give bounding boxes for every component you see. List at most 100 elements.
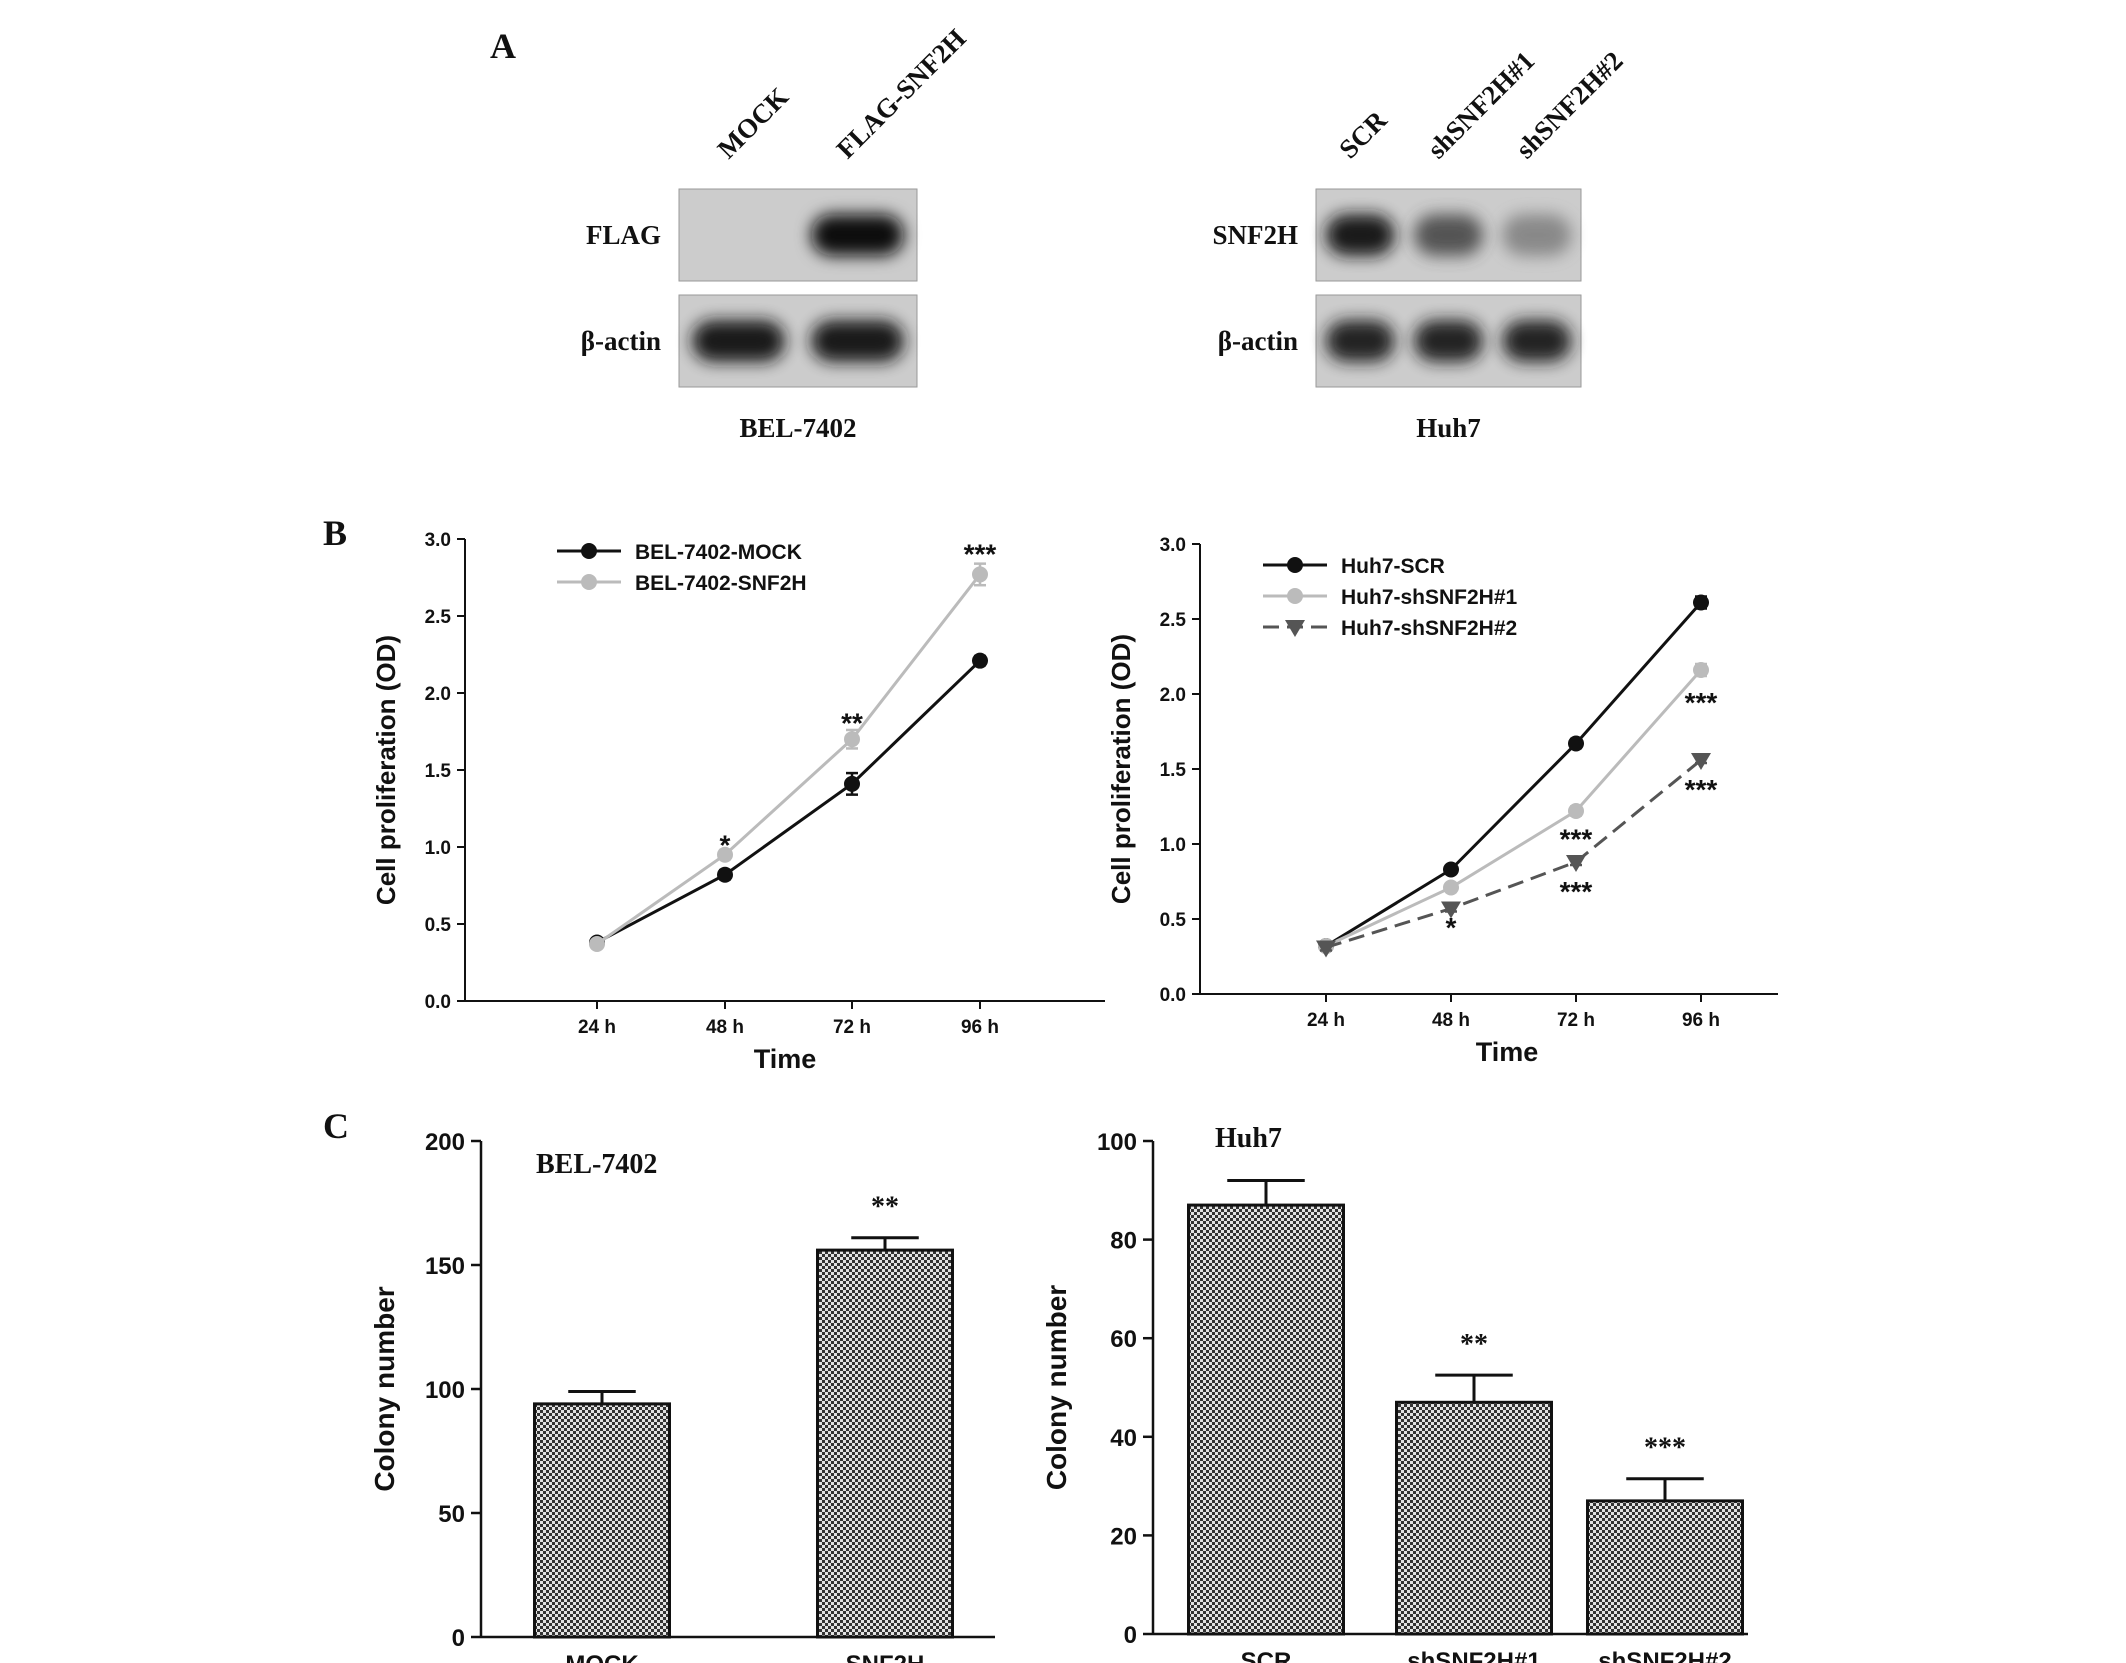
data-point bbox=[1443, 861, 1459, 878]
data-point bbox=[1566, 855, 1586, 872]
y-tick-label: 0.0 bbox=[425, 992, 451, 1013]
data-point bbox=[844, 775, 860, 792]
data-point bbox=[972, 652, 988, 669]
panel-b-label: B bbox=[323, 513, 347, 553]
data-point bbox=[581, 574, 597, 590]
y-tick-label: 100 bbox=[1097, 1129, 1137, 1156]
significance-label: * bbox=[720, 829, 731, 860]
y-tick-label: 0 bbox=[1124, 1622, 1137, 1649]
blot-band bbox=[1502, 320, 1572, 362]
y-tick-label: 2.5 bbox=[425, 607, 452, 628]
significance-label: *** bbox=[1560, 876, 1593, 907]
series-line bbox=[596, 573, 982, 946]
x-tick-label: 24 h bbox=[1307, 1010, 1345, 1031]
data-point bbox=[1691, 753, 1711, 770]
x-axis-title: Time bbox=[1476, 1037, 1539, 1067]
series-line bbox=[1325, 601, 1703, 948]
y-axis-title: Cell proliferation (OD) bbox=[371, 635, 401, 905]
legend-label: Huh7-shSNF2H#1 bbox=[1341, 586, 1518, 609]
series-line bbox=[1325, 669, 1703, 948]
y-tick-label: 200 bbox=[425, 1129, 465, 1156]
western-blot-bel7402: MOCK FLAG-SNF2H FLAG β-actin BEL-7402 bbox=[581, 23, 972, 443]
y-tick-label: 1.0 bbox=[1160, 835, 1186, 856]
x-tick-label: SCR bbox=[1241, 1648, 1292, 1663]
significance-label: *** bbox=[1644, 1433, 1686, 1464]
x-tick-label: 96 h bbox=[961, 1017, 999, 1038]
y-tick-label: 50 bbox=[438, 1501, 465, 1528]
significance-label: ** bbox=[1460, 1329, 1488, 1360]
colony-chart-bel7402: 0 50 100 150 200 Colony number BEL-7402 MOCK SNF… bbox=[369, 1129, 995, 1663]
x-tick-label: SNF2H bbox=[846, 1651, 925, 1663]
legend-label: BEL-7402-MOCK bbox=[635, 541, 802, 564]
y-tick-label: 60 bbox=[1110, 1326, 1137, 1353]
significance-label: ** bbox=[871, 1192, 899, 1223]
y-axis-title: Cell proliferation (OD) bbox=[1106, 634, 1136, 904]
bar bbox=[1586, 1499, 1744, 1636]
y-tick-label: 1.0 bbox=[425, 838, 451, 859]
legend-label: Huh7-shSNF2H#2 bbox=[1341, 617, 1517, 640]
significance-label: *** bbox=[1560, 824, 1593, 855]
bar bbox=[1187, 1203, 1345, 1636]
lane-label: FLAG-SNF2H bbox=[831, 23, 972, 164]
cell-line-label: BEL-7402 bbox=[739, 413, 856, 443]
data-point bbox=[1693, 594, 1709, 611]
chart-title: Huh7 bbox=[1215, 1123, 1282, 1154]
chart-title: BEL-7402 bbox=[536, 1149, 657, 1180]
panel-c-label: C bbox=[323, 1106, 349, 1146]
x-tick-label: shSNF2H#1 bbox=[1407, 1648, 1540, 1663]
data-point bbox=[1568, 803, 1584, 819]
series-line bbox=[1325, 758, 1702, 949]
significance-label: *** bbox=[1685, 774, 1718, 805]
x-tick-label: 48 h bbox=[1432, 1010, 1470, 1031]
y-tick-label: 40 bbox=[1110, 1425, 1137, 1452]
bar bbox=[1395, 1400, 1553, 1636]
data-point bbox=[972, 566, 988, 583]
x-tick-label: MOCK bbox=[565, 1651, 639, 1663]
blot-band bbox=[1325, 320, 1395, 362]
y-tick-label: 80 bbox=[1110, 1228, 1137, 1255]
data-point bbox=[1568, 735, 1584, 752]
data-point bbox=[1693, 662, 1709, 678]
lane-label: SCR bbox=[1333, 104, 1393, 164]
y-tick-label: 3.0 bbox=[1160, 535, 1186, 556]
data-point bbox=[1287, 588, 1303, 604]
x-tick-label: 72 h bbox=[833, 1017, 871, 1038]
legend-label: Huh7-SCR bbox=[1341, 555, 1445, 578]
blot-band bbox=[811, 320, 904, 362]
y-tick-label: 2.0 bbox=[425, 684, 451, 705]
significance-label: * bbox=[1446, 912, 1457, 943]
y-tick-label: 0.0 bbox=[1160, 985, 1186, 1006]
proliferation-chart-huh7: 0.0 0.5 1.0 1.5 2.0 2.5 3.0 24 h 48 h 72 h 96 h Tim… bbox=[1106, 535, 1778, 1067]
y-tick-label: 20 bbox=[1110, 1523, 1137, 1550]
x-axis-title: Time bbox=[754, 1044, 817, 1074]
significance-label: *** bbox=[1685, 687, 1718, 718]
y-tick-label: 0.5 bbox=[425, 915, 452, 936]
x-tick-label: 24 h bbox=[578, 1017, 616, 1038]
blot-band bbox=[1414, 214, 1483, 256]
significance-label: ** bbox=[841, 708, 863, 739]
significance-label: *** bbox=[964, 538, 997, 569]
x-tick-label: 72 h bbox=[1557, 1010, 1595, 1031]
bar bbox=[816, 1248, 954, 1639]
x-tick-label: 48 h bbox=[706, 1017, 744, 1038]
series-line bbox=[596, 659, 982, 944]
bar bbox=[533, 1402, 671, 1639]
data-point bbox=[1316, 940, 1336, 958]
row-label: β-actin bbox=[1218, 326, 1298, 356]
panel-a-label: A bbox=[490, 26, 516, 66]
blot-band bbox=[811, 214, 904, 256]
lane-label: MOCK bbox=[712, 82, 795, 165]
row-label: FLAG bbox=[586, 220, 661, 250]
data-point bbox=[1287, 557, 1303, 573]
blot-band bbox=[692, 320, 785, 362]
y-tick-label: 1.5 bbox=[425, 761, 452, 782]
row-label: SNF2H bbox=[1212, 220, 1298, 250]
proliferation-chart-bel7402: 0.0 0.5 1.0 1.5 2.0 2.5 3.0 24 h 48 h 72 h 96 h Tim… bbox=[371, 530, 1105, 1074]
y-tick-label: 0 bbox=[452, 1625, 465, 1652]
y-tick-label: 1.5 bbox=[1160, 760, 1187, 781]
y-tick-label: 150 bbox=[425, 1253, 465, 1280]
data-point bbox=[589, 936, 605, 953]
data-point bbox=[717, 866, 733, 883]
